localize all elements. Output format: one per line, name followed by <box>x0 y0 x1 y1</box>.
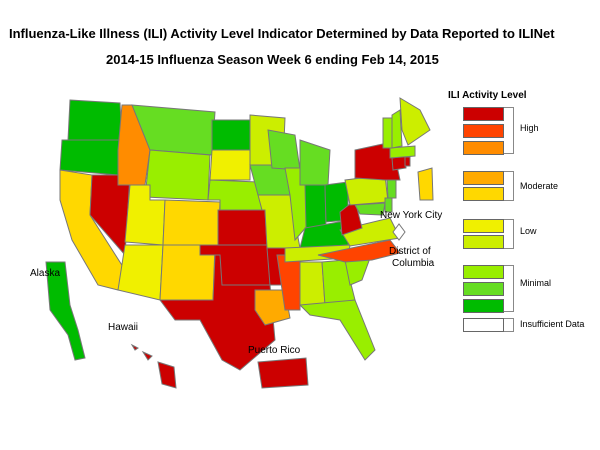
state-MD <box>354 202 386 216</box>
state-AZ <box>117 244 164 301</box>
legend-title: ILI Activity Level <box>448 90 527 101</box>
legend-swatch-level-0 <box>463 318 504 332</box>
state-MA <box>389 145 416 159</box>
map-subtitle: 2014-15 Influenza Season Week 6 ending F… <box>106 52 439 67</box>
state-HI <box>130 343 177 389</box>
state-SD <box>209 149 251 181</box>
state-AK <box>45 261 86 361</box>
legend-label-insufficient: Insufficient Data <box>520 319 585 329</box>
legend-label-high: High <box>520 123 539 133</box>
legend-swatch-level-3 <box>463 265 504 279</box>
legend-brace-high <box>504 107 514 154</box>
state-ND <box>211 119 251 151</box>
state-NJ <box>386 177 397 199</box>
state-RI <box>404 156 411 167</box>
state-KS <box>217 209 268 246</box>
dc-marker <box>392 223 406 241</box>
legend-swatch-level-2 <box>463 282 504 296</box>
legend-swatch-level-4 <box>463 235 504 249</box>
state-VT <box>382 117 393 149</box>
legend-swatch-level-9 <box>463 124 504 138</box>
legend-swatch-level-1 <box>463 299 504 313</box>
label-nyc: New York City <box>380 210 443 221</box>
label-hawaii: Hawaii <box>108 322 139 333</box>
label-dc-line2: Columbia <box>392 258 435 269</box>
legend-swatch-level-7 <box>463 171 504 185</box>
state-CO <box>162 199 221 246</box>
legend-label-moderate: Moderate <box>520 181 559 191</box>
legend-swatch-level-5 <box>463 219 504 233</box>
state-WI <box>267 129 301 171</box>
legend-brace-insufficient <box>504 318 514 332</box>
nyc-marker <box>417 167 434 201</box>
map-title: Influenza-Like Illness (ILI) Activity Le… <box>9 26 555 41</box>
legend-brace-low <box>504 219 514 249</box>
legend-brace-moderate <box>504 171 514 201</box>
state-NC <box>317 239 401 263</box>
state-OR <box>59 139 123 176</box>
state-AL <box>299 261 326 306</box>
label-dc-line1: District of <box>389 246 431 257</box>
state-FL <box>298 299 376 361</box>
label-alaska: Alaska <box>30 268 61 279</box>
state-MI <box>299 139 331 186</box>
state-LA <box>254 289 291 326</box>
state-WA <box>67 99 123 141</box>
label-puerto-rico: Puerto Rico <box>248 345 301 356</box>
state-NH <box>391 109 403 149</box>
legend-swatch-level-6 <box>463 187 504 201</box>
legend-label-minimal: Minimal <box>520 278 552 288</box>
legend-brace-minimal <box>504 265 514 312</box>
state-WY <box>144 149 211 201</box>
legend-label-low: Low <box>520 226 537 236</box>
state-IN <box>304 184 327 229</box>
legend-swatch-level-10 <box>463 107 504 121</box>
state-PR <box>257 357 309 389</box>
legend-swatch-level-8 <box>463 141 504 155</box>
state-ME <box>399 97 431 146</box>
